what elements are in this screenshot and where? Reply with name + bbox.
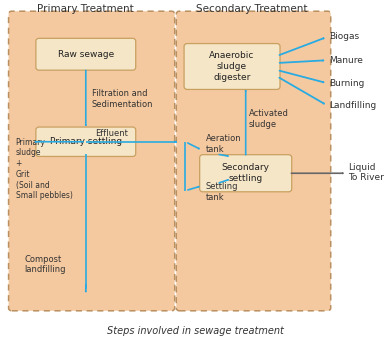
Text: Aeration
tank: Aeration tank: [206, 134, 241, 154]
Text: Landfilling: Landfilling: [330, 101, 377, 110]
Text: Primary settling: Primary settling: [50, 137, 122, 146]
Text: Biogas: Biogas: [330, 32, 360, 41]
Text: Steps involved in sewage treatment: Steps involved in sewage treatment: [106, 326, 284, 336]
Text: Manure: Manure: [330, 56, 363, 65]
Text: Filtration and
Sedimentation: Filtration and Sedimentation: [92, 89, 153, 109]
Text: Primary
sludge
+
Grit
(Soil and
Small pebbles): Primary sludge + Grit (Soil and Small pe…: [16, 138, 73, 200]
FancyBboxPatch shape: [36, 127, 136, 156]
FancyBboxPatch shape: [9, 11, 175, 311]
FancyBboxPatch shape: [200, 155, 292, 192]
FancyBboxPatch shape: [36, 38, 136, 70]
Text: Raw sewage: Raw sewage: [58, 50, 114, 59]
Text: Activated
sludge: Activated sludge: [249, 109, 289, 129]
FancyBboxPatch shape: [176, 11, 331, 311]
Text: Primary Treatment: Primary Treatment: [37, 4, 134, 14]
Text: Effluent: Effluent: [95, 129, 128, 138]
Text: Burning: Burning: [330, 79, 365, 88]
Text: Secondary Treatment: Secondary Treatment: [196, 4, 307, 14]
Text: Compost
landfilling: Compost landfilling: [25, 254, 66, 274]
Text: Anaerobic
sludge
digester: Anaerobic sludge digester: [209, 51, 255, 82]
Text: Liquid: Liquid: [348, 163, 376, 173]
FancyBboxPatch shape: [184, 43, 280, 89]
Text: Secondary
settling: Secondary settling: [222, 163, 270, 183]
Text: Settling
tank: Settling tank: [206, 182, 238, 202]
Text: To River: To River: [348, 173, 384, 182]
